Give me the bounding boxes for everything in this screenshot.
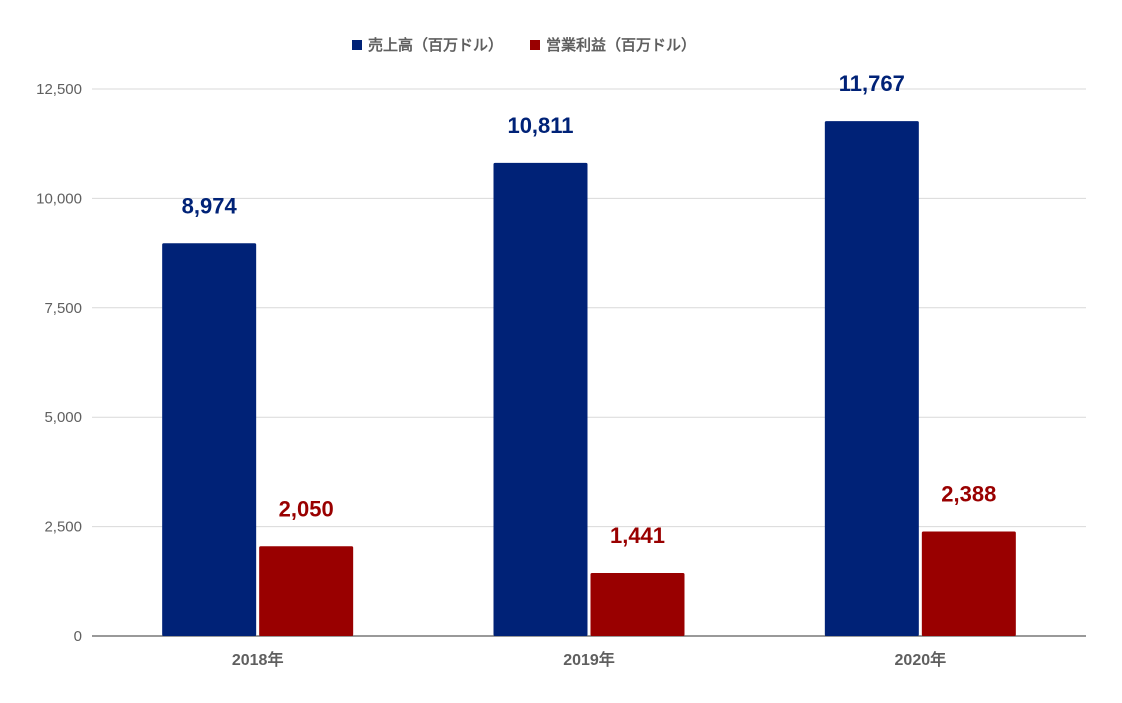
bar-series-0-2[interactable] — [824, 121, 919, 637]
data-label-series-0-1: 10,811 — [507, 113, 573, 138]
bar-series-0-1[interactable] — [493, 162, 588, 636]
legend-swatch-0 — [352, 40, 362, 50]
bar-series-0-0[interactable] — [162, 243, 257, 636]
x-tick-label: 2019年 — [563, 650, 615, 669]
y-tick-label: 0 — [74, 628, 82, 645]
data-label-series-1-0: 2,050 — [279, 496, 334, 521]
y-tick-label: 12,500 — [36, 81, 82, 98]
legend-swatch-1 — [530, 40, 540, 50]
data-label-series-0-2: 11,767 — [839, 71, 905, 96]
x-tick-label: 2018年 — [232, 650, 284, 669]
x-tick-label: 2020年 — [895, 650, 947, 669]
bar-series-1-0[interactable] — [259, 546, 354, 636]
data-label-series-1-1: 1,441 — [610, 523, 665, 548]
gridlines — [92, 88, 1086, 637]
legend: 売上高（百万ドル） 営業利益（百万ドル） — [352, 36, 696, 54]
y-tick-label: 5,000 — [44, 409, 82, 426]
legend-label-1: 営業利益（百万ドル） — [546, 36, 696, 54]
y-tick-label: 10,000 — [36, 190, 82, 207]
bar-series-1-2[interactable] — [921, 531, 1016, 636]
x-axis-ticks: 2018年 2019年 2020年 — [232, 650, 946, 669]
y-tick-label: 2,500 — [44, 519, 82, 536]
bars — [162, 121, 1016, 637]
data-label-series-1-2: 2,388 — [941, 482, 996, 507]
bar-series-1-1[interactable] — [590, 572, 685, 636]
y-axis-ticks: 0 2,500 5,000 7,500 10,000 12,500 — [36, 81, 82, 645]
y-tick-label: 7,500 — [44, 300, 82, 317]
legend-label-0: 売上高（百万ドル） — [368, 36, 503, 54]
data-labels: 8,974 2,050 10,811 1,441 11,767 2,388 — [182, 71, 997, 548]
data-label-series-0-0: 8,974 — [182, 193, 238, 218]
